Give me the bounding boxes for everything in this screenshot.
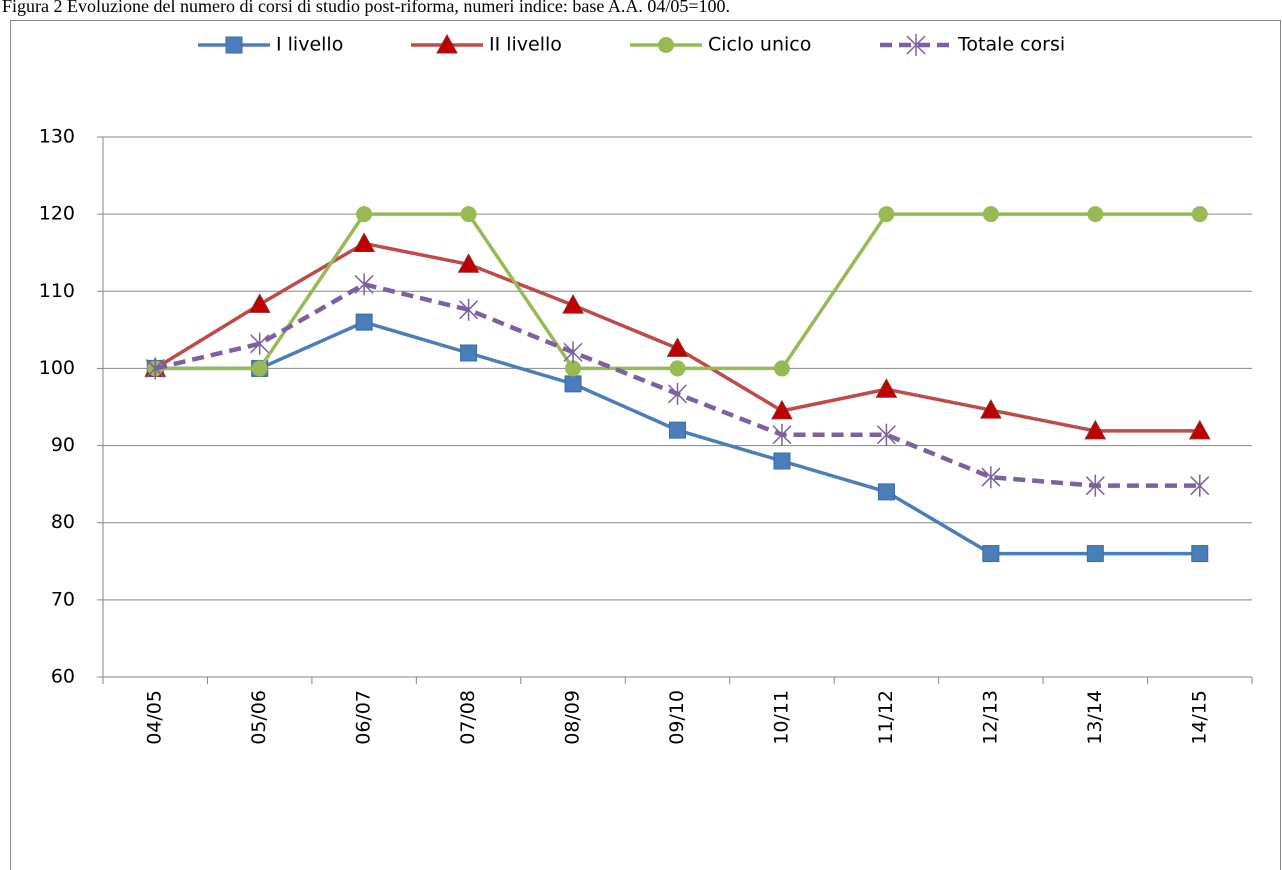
marker bbox=[667, 382, 688, 405]
x-tick-label: 11/12 bbox=[875, 690, 897, 745]
marker bbox=[981, 466, 1001, 489]
marker bbox=[982, 545, 1000, 563]
legend-label: I livello bbox=[276, 34, 343, 56]
marker bbox=[1191, 206, 1208, 223]
marker bbox=[773, 360, 790, 377]
marker bbox=[460, 206, 477, 223]
x-tick-label: 09/10 bbox=[666, 690, 688, 745]
legend-marker bbox=[906, 34, 926, 56]
marker bbox=[459, 298, 479, 321]
y-tick-label: 60 bbox=[51, 666, 75, 688]
marker bbox=[354, 273, 374, 296]
y-tick-label: 130 bbox=[39, 126, 75, 148]
x-tick-label: 14/15 bbox=[1188, 690, 1210, 745]
marker bbox=[353, 232, 375, 252]
y-tick-label: 90 bbox=[51, 434, 75, 456]
marker bbox=[250, 332, 270, 355]
marker bbox=[1084, 419, 1107, 440]
marker bbox=[562, 294, 584, 314]
legend-marker bbox=[225, 36, 243, 54]
x-tick-label: 10/11 bbox=[770, 690, 792, 745]
x-tick-label: 05/06 bbox=[248, 690, 270, 745]
marker bbox=[771, 399, 793, 420]
marker bbox=[772, 423, 792, 446]
marker bbox=[669, 360, 686, 377]
x-tick-label: 13/14 bbox=[1084, 690, 1106, 745]
marker bbox=[1087, 206, 1104, 223]
y-tick-label: 100 bbox=[39, 357, 75, 379]
legend-label: II livello bbox=[489, 34, 562, 56]
marker bbox=[457, 253, 480, 273]
marker bbox=[356, 206, 373, 223]
legend-marker bbox=[658, 37, 674, 53]
marker bbox=[1188, 419, 1211, 440]
y-tick-label: 120 bbox=[39, 203, 75, 225]
marker bbox=[669, 421, 686, 439]
marker bbox=[460, 344, 478, 362]
marker bbox=[564, 375, 582, 393]
x-tick-label: 06/07 bbox=[353, 690, 375, 745]
marker bbox=[355, 313, 373, 331]
marker bbox=[1191, 545, 1209, 563]
marker bbox=[145, 357, 165, 380]
x-tick-label: 12/13 bbox=[979, 690, 1001, 745]
x-tick-label: 04/05 bbox=[144, 690, 166, 745]
marker bbox=[248, 293, 271, 313]
chart-border bbox=[10, 20, 1281, 870]
x-tick-label: 07/08 bbox=[457, 690, 479, 745]
legend-marker bbox=[436, 33, 458, 54]
y-tick-label: 110 bbox=[39, 280, 75, 302]
x-tick-label: 08/09 bbox=[562, 690, 584, 745]
marker bbox=[666, 337, 689, 357]
marker bbox=[565, 360, 582, 377]
marker bbox=[980, 399, 1002, 419]
legend-label: Ciclo unico bbox=[708, 34, 811, 56]
marker bbox=[877, 483, 895, 501]
marker bbox=[1190, 474, 1210, 497]
y-tick-label: 80 bbox=[51, 511, 75, 533]
marker bbox=[875, 378, 898, 398]
marker bbox=[1085, 474, 1105, 497]
marker bbox=[982, 206, 999, 223]
marker bbox=[773, 452, 791, 470]
marker bbox=[878, 206, 895, 223]
chart-title: Figura 2 Evoluzione del numero di corsi … bbox=[2, 0, 730, 16]
marker bbox=[563, 341, 583, 364]
marker bbox=[1086, 545, 1104, 563]
marker bbox=[876, 423, 896, 446]
y-tick-label: 70 bbox=[51, 588, 75, 610]
legend-label: Totale corsi bbox=[957, 34, 1065, 56]
marker bbox=[251, 360, 268, 377]
